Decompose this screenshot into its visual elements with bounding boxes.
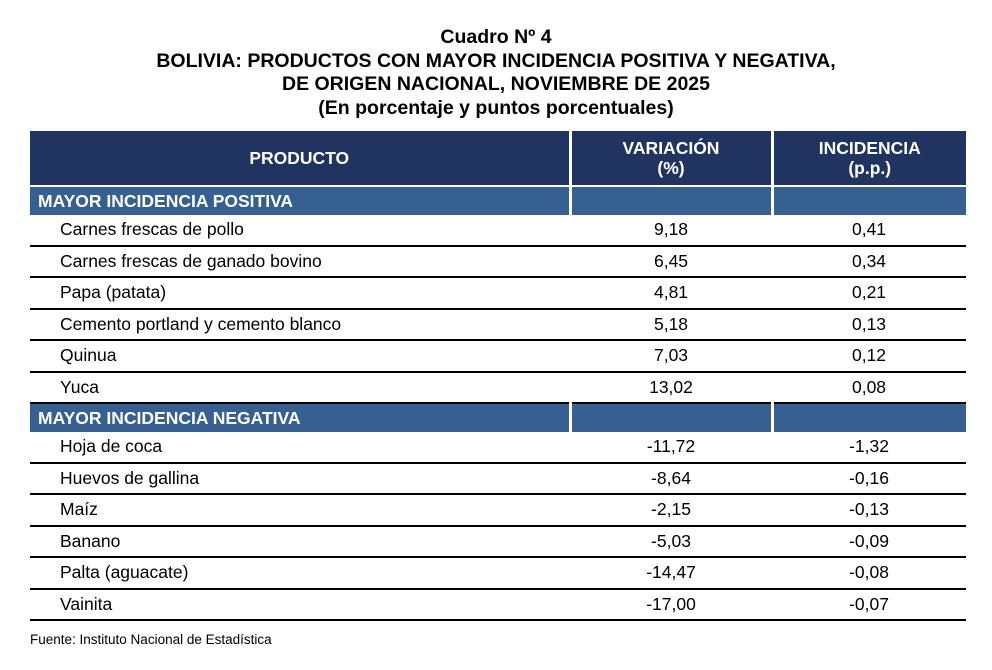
- table-row: Huevos de gallina -8,64 -0,16: [30, 462, 966, 495]
- cell-producto: Papa (patata): [30, 277, 570, 310]
- cell-variacion: 4,81: [570, 277, 772, 310]
- section-blank: [772, 185, 966, 215]
- cell-variacion: 7,03: [570, 340, 772, 373]
- table-row: Papa (patata) 4,81 0,21: [30, 277, 966, 310]
- cell-variacion: 5,18: [570, 308, 772, 341]
- section-row: MAYOR INCIDENCIA POSITIVA: [30, 185, 966, 215]
- header-incidencia: INCIDENCIA (p.p.): [772, 131, 966, 186]
- section-label: MAYOR INCIDENCIA NEGATIVA: [30, 402, 572, 432]
- header-variacion-label: VARIACIÓN: [622, 138, 720, 158]
- table-row: Maíz -2,15 -0,13: [30, 494, 966, 527]
- products-table: PRODUCTO VARIACIÓN (%) INCIDENCIA (p.p.) M…: [30, 131, 966, 621]
- cell-producto: Cemento portland y cemento blanco: [30, 308, 570, 341]
- cell-incidencia: 0,21: [772, 277, 966, 310]
- cell-incidencia: -0,07: [772, 588, 966, 621]
- cell-variacion: 13,02: [570, 371, 772, 404]
- cell-variacion: -17,00: [570, 588, 772, 621]
- table-row: Palta (aguacate) -14,47 -0,08: [30, 557, 966, 590]
- table-row: Vainita -17,00 -0,07: [30, 588, 966, 621]
- header-variacion: VARIACIÓN (%): [570, 131, 774, 186]
- cell-variacion: 6,45: [570, 245, 772, 278]
- cell-producto: Huevos de gallina: [30, 462, 570, 495]
- cell-incidencia: 0,13: [772, 308, 966, 341]
- table-row: Carnes frescas de ganado bovino 6,45 0,34: [30, 245, 966, 278]
- cell-incidencia: -0,13: [772, 494, 966, 527]
- title-line-4: (En porcentaje y puntos porcentuales): [318, 96, 674, 119]
- header-row: PRODUCTO VARIACIÓN (%) INCIDENCIA (p.p.): [30, 131, 966, 186]
- cell-producto: Hoja de coca: [30, 432, 570, 464]
- section-row: MAYOR INCIDENCIA NEGATIVA: [30, 402, 966, 432]
- section-label: MAYOR INCIDENCIA POSITIVA: [30, 185, 572, 215]
- header-producto: PRODUCTO: [30, 131, 572, 186]
- cell-incidencia: 0,41: [772, 215, 966, 247]
- cell-incidencia: 0,34: [772, 245, 966, 278]
- cell-incidencia: 0,08: [772, 371, 966, 404]
- section-blank: [570, 185, 774, 215]
- cell-incidencia: -0,08: [772, 557, 966, 590]
- cell-incidencia: -1,32: [772, 432, 966, 464]
- section-blank: [772, 402, 966, 432]
- cell-incidencia: -0,16: [772, 462, 966, 495]
- cell-variacion: -5,03: [570, 525, 772, 558]
- table-row: Hoja de coca -11,72 -1,32: [30, 432, 966, 464]
- table-title: Cuadro Nº 4 BOLIVIA: PRODUCTOS CON MAYOR…: [0, 26, 992, 120]
- cell-incidencia: 0,12: [772, 340, 966, 373]
- section-blank: [570, 402, 774, 432]
- cell-producto: Vainita: [30, 588, 570, 621]
- cell-producto: Carnes frescas de pollo: [30, 215, 570, 247]
- cell-variacion: -14,47: [570, 557, 772, 590]
- table-row: Yuca 13,02 0,08: [30, 371, 966, 404]
- cell-producto: Carnes frescas de ganado bovino: [30, 245, 570, 278]
- table-row: Quinua 7,03 0,12: [30, 340, 966, 373]
- title-line-3: DE ORIGEN NACIONAL, NOVIEMBRE DE 2025: [282, 73, 710, 95]
- table-row: Cemento portland y cemento blanco 5,18 0,1…: [30, 308, 966, 341]
- cell-producto: Quinua: [30, 340, 570, 373]
- cell-producto: Maíz: [30, 494, 570, 527]
- cell-variacion: -11,72: [570, 432, 772, 464]
- cell-producto: Yuca: [30, 371, 570, 404]
- table-row: Carnes frescas de pollo 9,18 0,41: [30, 215, 966, 247]
- cell-variacion: -2,15: [570, 494, 772, 527]
- header-incidencia-label: INCIDENCIA: [818, 138, 921, 158]
- title-line-1: Cuadro Nº 4: [440, 26, 552, 48]
- cell-variacion: 9,18: [570, 215, 772, 247]
- source-note: Fuente: Instituto Nacional de Estadístic…: [30, 632, 272, 647]
- table-row: Banano -5,03 -0,09: [30, 525, 966, 558]
- header-variacion-unit: (%): [657, 158, 685, 178]
- title-line-2: BOLIVIA: PRODUCTOS CON MAYOR INCIDENCIA …: [156, 49, 836, 72]
- cell-producto: Banano: [30, 525, 570, 558]
- cell-producto: Palta (aguacate): [30, 557, 570, 590]
- header-incidencia-unit: (p.p.): [848, 158, 892, 178]
- cell-incidencia: -0,09: [772, 525, 966, 558]
- cell-variacion: -8,64: [570, 462, 772, 495]
